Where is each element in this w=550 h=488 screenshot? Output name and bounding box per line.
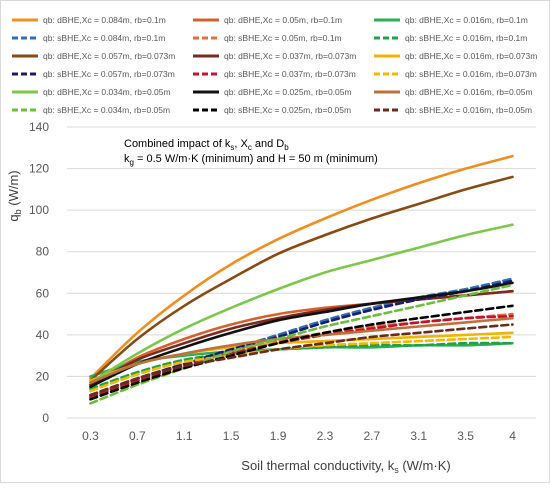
annotation-line-1: Combined impact of ks, Xc and Db [124,138,289,152]
x-tick-label-5: 1.9 [270,429,287,443]
y-tick-label-80: 80 [36,245,50,259]
annotation-1b: , X [234,138,248,150]
y-tick-label-100: 100 [29,203,49,217]
x-tick-label-4: 1.5 [223,429,240,443]
legend-label-18: qb: sBHE,Xc = 0.016m, rb=0.05m [405,105,532,115]
x-tick-label-2: 0.7 [129,429,146,443]
x-axis-ticks: 0.3 0.7 1.1 1.5 1.9 2.3 2.7 3.1 3.5 4 [82,429,516,443]
y-axis-label: qb (W/m) [6,170,23,221]
x-tick-label-1: 0.3 [82,429,99,443]
x-tick-label-7: 2.7 [364,429,381,443]
x-axis-label-main: Soil thermal conductivity, k [241,458,394,473]
legend-label-15: qb: dBHE,Xc = 0.016m, rb=0.05m [405,87,533,97]
y-axis-label-unit: (W/m) [6,170,21,209]
legend-label-17: qb: sBHE,Xc = 0.025m, rb=0.05m [224,105,351,115]
y-tick-label-0: 0 [42,411,49,425]
legend-label-12: qb: sBHE,Xc = 0.016m, rb=0.073m [405,69,537,79]
legend-label-6: qb: sBHE,Xc = 0.016m, rb=0.1m [405,33,527,43]
annotation-1b-sub: c [248,143,252,152]
x-axis-label-sub: s [394,465,399,475]
series-line-7 [89,175,514,382]
x-tick-label-6: 2.3 [317,429,334,443]
annotation-2a: k [124,153,130,165]
legend: qb: dBHE,Xc = 0.084m, rb=0.1m qb: dBHE,Xc… [12,15,537,115]
legend-label-5: qb: sBHE,Xc = 0.05m, rb=0.1m [224,33,342,43]
y-axis-ticks: 0 20 40 60 80 100 120 140 [29,120,49,425]
series-line-16 [89,283,514,405]
legend-label-10: qb: sBHE,Xc = 0.057m, rb=0.073m [43,69,175,79]
annotation-1c-sub: b [284,143,289,152]
annotation-1c: and D [252,138,284,150]
y-axis-label-sub: b [13,209,23,214]
series-line-8 [89,289,514,387]
x-tick-label-8: 3.1 [410,429,427,443]
series-line-18 [89,323,514,397]
legend-label-11: qb: sBHE,Xc = 0.037m, rb=0.073m [224,69,356,79]
y-tick-label-60: 60 [36,286,50,300]
legend-label-2: qb: dBHE,Xc = 0.05m, rb=0.1m [224,15,342,25]
series-line-17 [89,304,514,401]
y-axis-label-main: q [6,214,21,221]
annotation-line-2: kg = 0.5 W/m·K (minimum) and H = 50 m (m… [124,153,378,167]
legend-label-1: qb: dBHE,Xc = 0.084m, rb=0.1m [43,15,166,25]
annotation-2a-sub: g [130,158,134,167]
legend-label-13: qb: dBHE,Xc = 0.034m, rb=0.05m [43,87,171,97]
legend-label-7: qb: dBHE,Xc = 0.057m, rb=0.073m [43,51,175,61]
annotation-1a: Combined impact of k [124,138,231,150]
y-tick-label-20: 20 [36,369,50,383]
x-tick-label-10: 4 [509,429,516,443]
legend-label-3: qb: dBHE,Xc = 0.016m, rb=0.1m [405,15,528,25]
annotation-1a-sub: s [230,143,234,152]
legend-label-16: qb: sBHE,Xc = 0.034m, rb=0.05m [43,105,170,115]
series-line-14 [89,281,514,389]
y-tick-label-120: 120 [29,162,49,176]
legend-label-4: qb: sBHE,Xc = 0.084m, rb=0.1m [43,33,165,43]
series-line-1 [89,154,514,380]
y-tick-label-40: 40 [36,328,50,342]
series-lines [89,154,514,405]
x-tick-label-9: 3.5 [457,429,474,443]
legend-label-8: qb: dBHE,Xc = 0.037m, rb=0.073m [224,51,356,61]
y-tick-label-140: 140 [29,120,49,134]
x-axis-label: Soil thermal conductivity, ks (W/m·K) [241,458,450,475]
annotation-2b: = 0.5 W/m·K (minimum) and H = 50 m (mini… [134,153,378,165]
x-axis-label-unit: (W/m·K) [399,458,451,473]
legend-label-14: qb: dBHE,Xc = 0.025m, rb=0.05m [224,87,352,97]
series-line-13 [89,223,514,384]
legend-label-9: qb: dBHE,Xc = 0.016m, rb=0.073m [405,51,537,61]
x-tick-label-3: 1.1 [176,429,193,443]
series-line-12 [89,335,514,393]
